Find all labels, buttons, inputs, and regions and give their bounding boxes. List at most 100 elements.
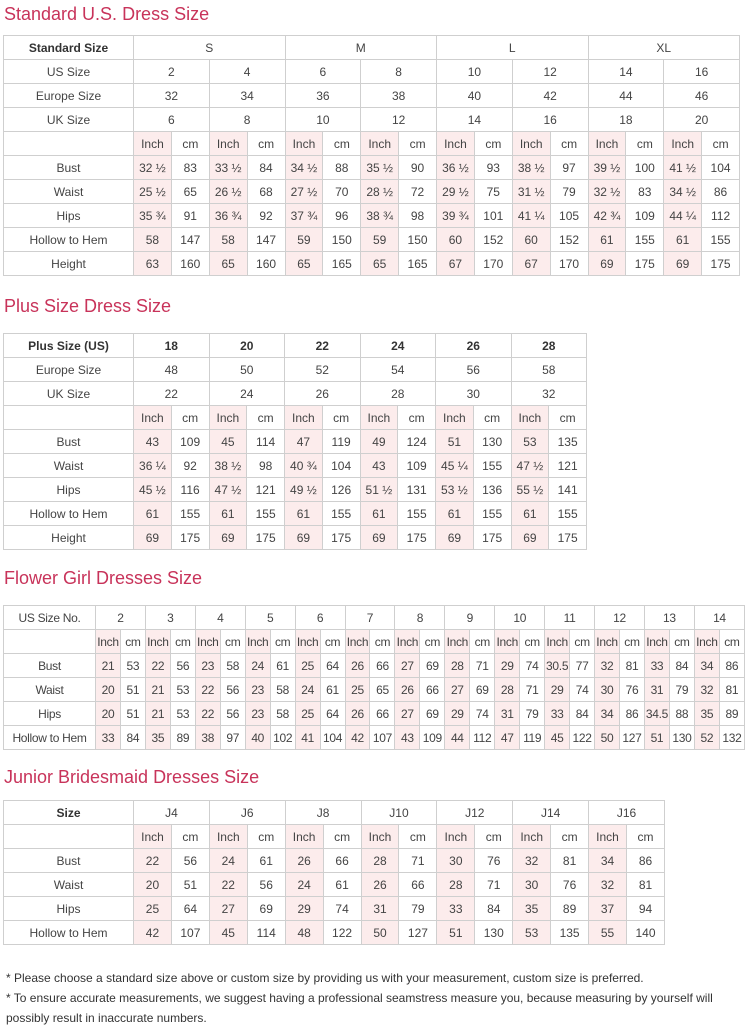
unit-inch-label: Inch bbox=[284, 824, 324, 849]
inch-value: 29 bbox=[284, 896, 324, 921]
inch-value: 27 ½ bbox=[284, 179, 324, 204]
header-label: US Size bbox=[3, 59, 134, 84]
size-header-cell: J6 bbox=[208, 800, 286, 825]
unit-cm-label: cm bbox=[473, 131, 513, 156]
inch-value: 26 bbox=[344, 653, 371, 678]
cm-value: 76 bbox=[474, 848, 514, 873]
measurement-row: Bust 43 109 45 114 47 119 49 124 51 130 53 135 bbox=[3, 429, 587, 454]
measurement-label: Waist bbox=[3, 179, 134, 204]
header-row: UK Size 6 8 10 12 14 16 18 20 bbox=[3, 107, 740, 132]
inch-value: 49 ½ bbox=[284, 477, 323, 502]
cm-value: 126 bbox=[321, 477, 361, 502]
cm-value: 71 bbox=[519, 677, 546, 702]
cm-value: 155 bbox=[321, 501, 361, 526]
size-header-cell: 22 bbox=[133, 381, 210, 406]
inch-value: 69 bbox=[663, 251, 703, 276]
measurement-row: Height 69 175 69 175 69 175 69 175 69 175 69 175 bbox=[3, 525, 587, 550]
inch-value: 38 ¾ bbox=[360, 203, 400, 228]
unit-cm-label: cm bbox=[549, 131, 589, 156]
inch-value: 53 bbox=[512, 920, 552, 945]
inch-value: 67 bbox=[511, 251, 551, 276]
cm-value: 130 bbox=[472, 429, 512, 454]
size-header-cell: 12 bbox=[511, 59, 589, 84]
cm-value: 104 bbox=[319, 725, 346, 750]
inch-value: 61 bbox=[133, 501, 172, 526]
inch-value: 61 bbox=[284, 501, 323, 526]
cm-value: 165 bbox=[398, 251, 437, 276]
cm-value: 75 bbox=[473, 179, 513, 204]
inch-value: 22 bbox=[194, 701, 221, 726]
size-header-cell: 9 bbox=[444, 605, 496, 630]
size-header-cell: 44 bbox=[587, 83, 665, 108]
cm-value: 76 bbox=[550, 872, 590, 897]
measurement-label: Waist bbox=[3, 677, 96, 702]
section-title-flower-girl: Flower Girl Dresses Size bbox=[4, 568, 203, 588]
cm-value: 88 bbox=[322, 155, 362, 180]
cm-value: 56 bbox=[170, 848, 210, 873]
unit-inch-label: Inch bbox=[359, 405, 399, 430]
inch-value: 36 ¼ bbox=[133, 453, 172, 478]
inch-value: 22 bbox=[194, 677, 221, 702]
inch-value: 28 bbox=[494, 677, 521, 702]
inch-value: 34.5 bbox=[643, 701, 670, 726]
measurement-label: Hollow to Hem bbox=[3, 725, 96, 750]
inch-value: 33 bbox=[95, 725, 121, 750]
cm-value: 79 bbox=[519, 701, 546, 726]
unit-cm-label: cm bbox=[625, 824, 666, 849]
cm-value: 84 bbox=[119, 725, 146, 750]
unit-inch-label: Inch bbox=[588, 824, 627, 849]
measurement-label: Bust bbox=[3, 848, 134, 873]
unit-inch-label: Inch bbox=[494, 629, 521, 654]
inch-value: 34 ½ bbox=[663, 179, 703, 204]
cm-value: 86 bbox=[625, 848, 666, 873]
unit-inch-label: Inch bbox=[436, 131, 475, 156]
cm-value: 71 bbox=[398, 848, 438, 873]
measurement-label: Hips bbox=[3, 701, 96, 726]
measurement-label: Height bbox=[3, 251, 134, 276]
cm-value: 92 bbox=[246, 203, 286, 228]
cm-value: 83 bbox=[170, 155, 210, 180]
unit-cm-label: cm bbox=[170, 824, 210, 849]
cm-value: 86 bbox=[701, 179, 740, 204]
measurement-label: Bust bbox=[3, 155, 134, 180]
cm-value: 61 bbox=[322, 872, 362, 897]
inch-value: 25 bbox=[133, 896, 172, 921]
inch-value: 53 bbox=[510, 429, 550, 454]
inch-value: 35 bbox=[693, 701, 720, 726]
cm-value: 175 bbox=[548, 525, 587, 550]
inch-value: 22 bbox=[208, 872, 248, 897]
unit-cm-label: cm bbox=[170, 131, 210, 156]
cm-value: 66 bbox=[419, 677, 446, 702]
blank-cell bbox=[3, 629, 96, 654]
size-header-cell: 28 bbox=[510, 333, 587, 358]
cm-value: 89 bbox=[718, 701, 746, 726]
inch-value: 23 bbox=[194, 653, 221, 678]
unit-inch-label: Inch bbox=[194, 629, 221, 654]
inch-value: 42 bbox=[133, 920, 172, 945]
unit-inch-label: Inch bbox=[133, 824, 172, 849]
inch-value: 23 bbox=[244, 701, 271, 726]
unit-cm-label: cm bbox=[246, 405, 285, 430]
inch-value: 25 ½ bbox=[133, 179, 172, 204]
cm-value: 98 bbox=[246, 453, 285, 478]
size-header-cell: 26 bbox=[284, 381, 361, 406]
unit-inch-label: Inch bbox=[435, 405, 474, 430]
size-header-cell: 20 bbox=[663, 107, 740, 132]
cm-value: 71 bbox=[474, 872, 514, 897]
measurement-label: Height bbox=[3, 525, 134, 550]
size-header-cell: 5 bbox=[244, 605, 296, 630]
junior-bridesmaid-size-table: Size J4 J6 J8 J10 J12 J14 J16 Inch cm Inch cm Inch cm… bbox=[3, 800, 666, 945]
inch-value: 40 ¾ bbox=[284, 453, 323, 478]
cm-value: 53 bbox=[119, 653, 146, 678]
inch-value: 22 bbox=[144, 653, 171, 678]
inch-value: 32 bbox=[594, 653, 621, 678]
unit-cm-label: cm bbox=[718, 629, 746, 654]
inch-value: 47 ½ bbox=[510, 453, 550, 478]
inch-value: 53 ½ bbox=[435, 477, 474, 502]
size-header-cell: 13 bbox=[643, 605, 695, 630]
inch-value: 43 bbox=[133, 429, 172, 454]
inch-value: 32 bbox=[693, 677, 720, 702]
inch-value: 29 ½ bbox=[436, 179, 475, 204]
unit-inch-label: Inch bbox=[587, 131, 627, 156]
inch-value: 30 bbox=[594, 677, 621, 702]
